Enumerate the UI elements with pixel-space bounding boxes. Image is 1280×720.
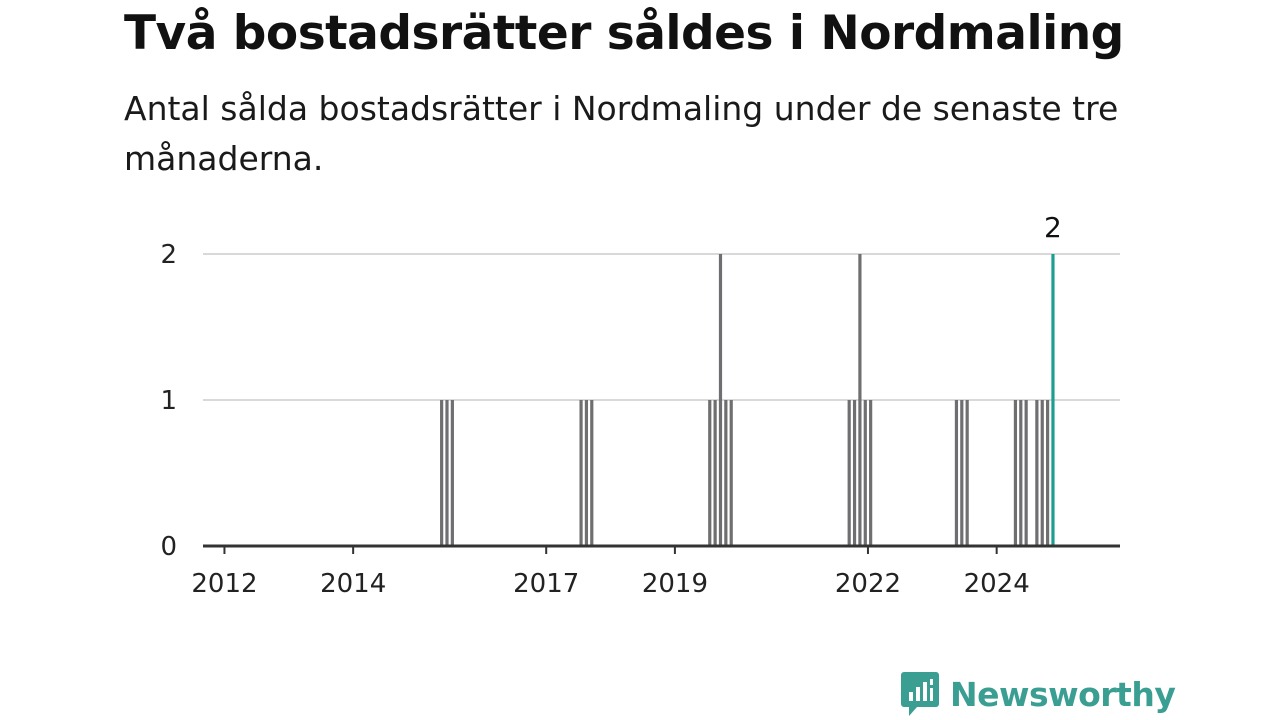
x-axis-ticks: 2012 2014 2017 2019 2022 2024: [191, 546, 1030, 599]
grid-lines: [203, 253, 1120, 401]
y-axis-ticks: 0 1 2: [160, 240, 177, 562]
y-tick-label: 2: [160, 240, 177, 270]
x-tick-label: 2019: [642, 569, 708, 599]
x-tick-label: 2017: [513, 569, 579, 599]
y-tick-label: 1: [160, 386, 177, 416]
data-labels: 2: [1044, 211, 1062, 244]
newsworthy-logo-icon: [901, 672, 939, 716]
chart-title: Två bostadsrätter såldes i Nordmaling: [124, 6, 1124, 61]
newsworthy-logo-text: Newsworthy: [950, 674, 1176, 714]
x-tick-label: 2024: [964, 569, 1030, 599]
chart-subtitle: Antal sålda bostadsrätter i Nordmaling u…: [124, 89, 1119, 178]
highlight-value-label: 2: [1044, 211, 1062, 244]
x-tick-label: 2014: [320, 569, 386, 599]
y-tick-label: 0: [160, 532, 177, 562]
x-tick-label: 2012: [191, 569, 257, 599]
newsworthy-logo: Newsworthy: [900, 670, 1176, 718]
bars: [440, 254, 1055, 546]
x-tick-label: 2022: [835, 569, 901, 599]
